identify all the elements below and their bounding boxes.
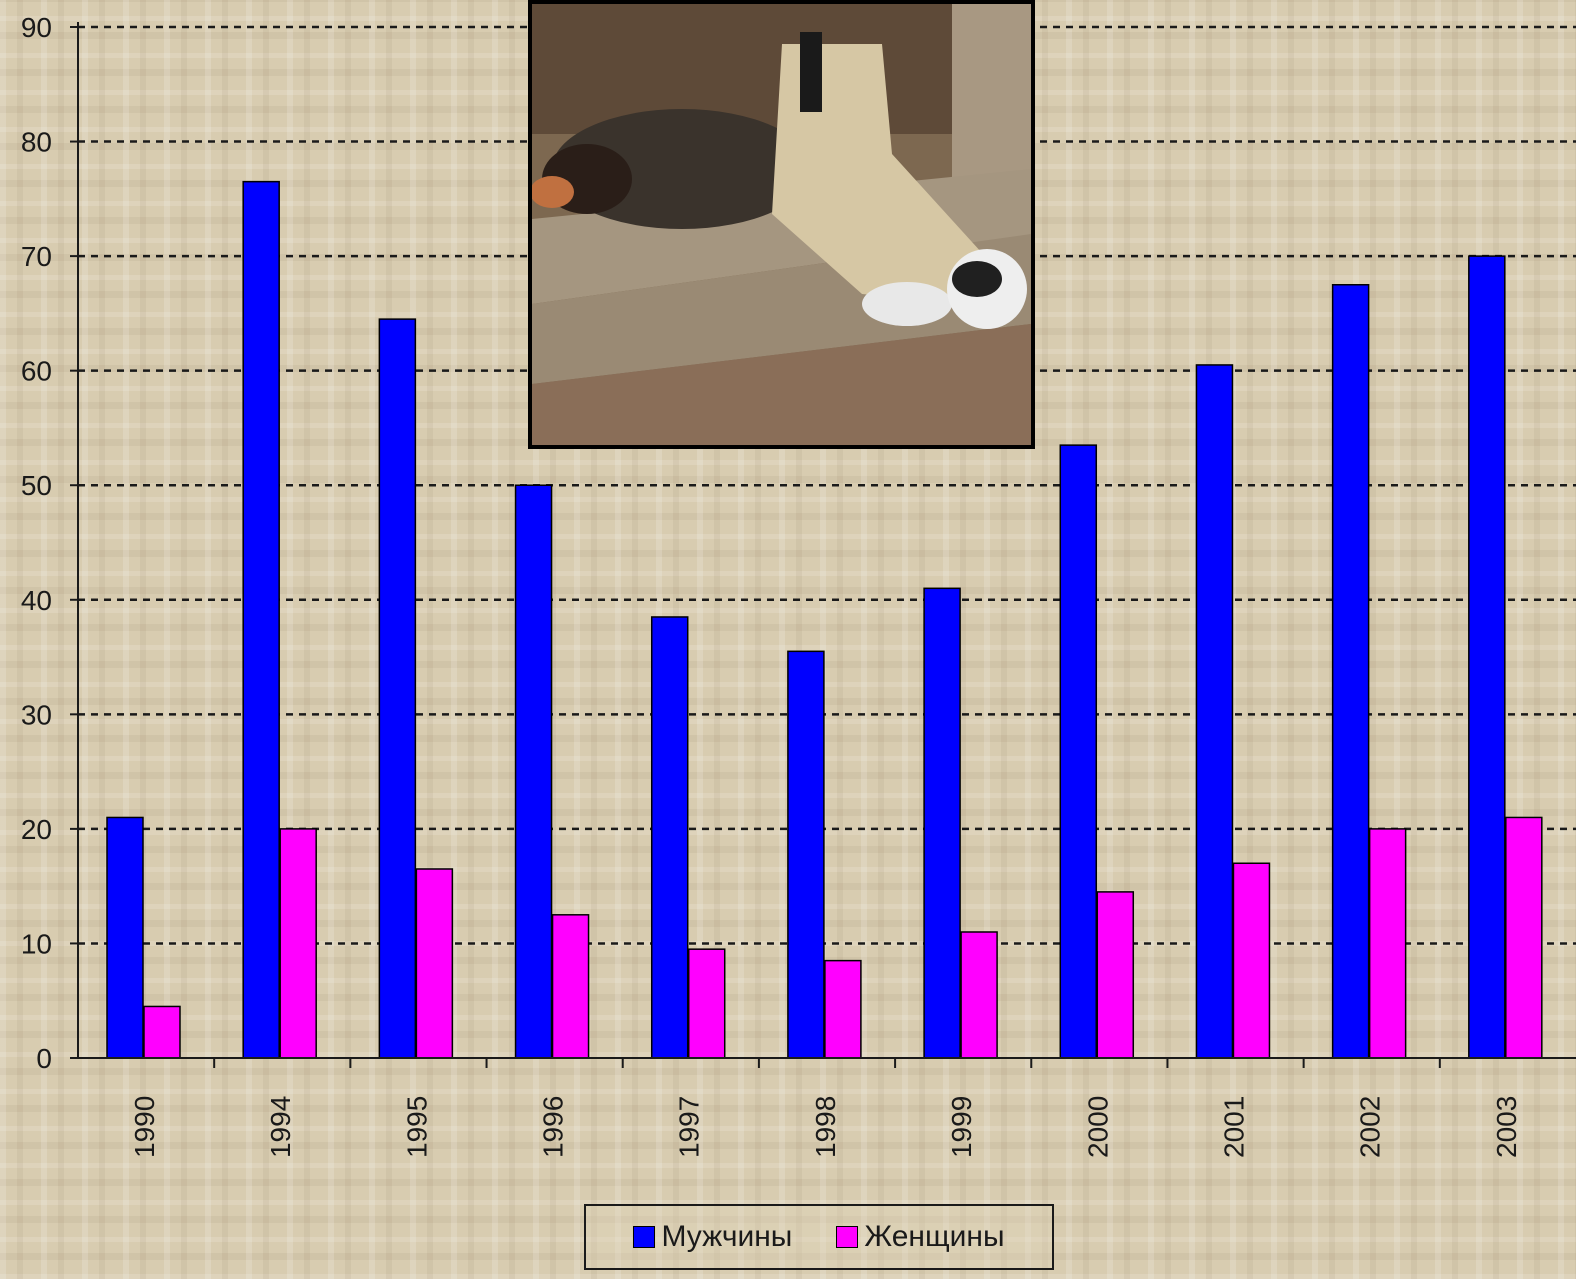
bar-men	[787, 650, 825, 1059]
x-tick-label: 1995	[401, 1096, 432, 1158]
x-tick-label: 1999	[946, 1096, 977, 1158]
bar-men	[514, 484, 553, 1059]
chart-legend: Мужчины Женщины	[584, 1204, 1054, 1270]
legend-label-women: Женщины	[864, 1220, 1005, 1253]
x-tick-label: 1998	[810, 1096, 841, 1158]
legend-item-women: Женщины	[836, 1220, 1005, 1254]
x-tick-label: 1990	[129, 1096, 160, 1158]
legend-swatch-women	[836, 1226, 859, 1248]
y-tick-label: 0	[36, 1043, 52, 1074]
y-tick-label: 70	[21, 241, 52, 272]
x-tick-label: 1997	[674, 1096, 705, 1158]
x-tick-label: 2000	[1082, 1096, 1113, 1158]
legend-label-men: Мужчины	[661, 1220, 793, 1253]
y-tick-label: 10	[21, 928, 52, 959]
bar-women	[143, 1005, 181, 1059]
y-tick-label: 50	[21, 470, 52, 501]
y-tick-label: 30	[21, 699, 52, 730]
bar-men	[106, 816, 144, 1059]
bar-men	[242, 180, 280, 1059]
bar-men	[378, 318, 417, 1059]
y-tick-label: 80	[21, 127, 52, 158]
x-tick-label: 2003	[1491, 1096, 1522, 1158]
legend-swatch-men	[633, 1226, 656, 1248]
y-axis-ticks: 0 10 20 30 40 50 60 70 80 90	[21, 12, 78, 1074]
bar-women	[415, 868, 454, 1059]
x-tick-label: 1994	[265, 1096, 296, 1158]
bar-men	[650, 616, 689, 1059]
photo-illustration-icon	[532, 4, 1031, 445]
axes	[70, 22, 1576, 1059]
bar-women	[687, 948, 726, 1059]
bar-women	[1232, 862, 1271, 1059]
x-tick-label: 2001	[1218, 1096, 1249, 1158]
bar-women	[1505, 816, 1543, 1059]
bar-women	[279, 828, 317, 1059]
x-axis-ticks: 1990 1994 1995 1996 1997 1998 1999 2000 2001 2002…	[129, 1058, 1522, 1158]
bar-men	[1059, 444, 1098, 1059]
legend-item-men: Мужчины	[633, 1220, 792, 1254]
bar-men	[1195, 364, 1234, 1059]
bar-men	[1468, 255, 1506, 1059]
bar-women	[1096, 891, 1135, 1059]
y-tick-label: 90	[21, 12, 52, 43]
photo-sleeping-person	[528, 0, 1035, 449]
bars	[106, 180, 1543, 1059]
bar-women	[824, 959, 862, 1059]
bar-women	[960, 931, 998, 1059]
bar-men	[1331, 284, 1370, 1059]
bar-women	[1368, 828, 1407, 1059]
gridlines	[78, 25, 1576, 945]
bar-women	[551, 914, 590, 1059]
y-tick-label: 60	[21, 356, 52, 387]
x-tick-label: 2002	[1355, 1096, 1386, 1158]
x-tick-label: 1996	[538, 1096, 569, 1158]
y-tick-label: 20	[21, 814, 52, 845]
y-tick-label: 40	[21, 585, 52, 616]
bar-men	[923, 587, 961, 1059]
